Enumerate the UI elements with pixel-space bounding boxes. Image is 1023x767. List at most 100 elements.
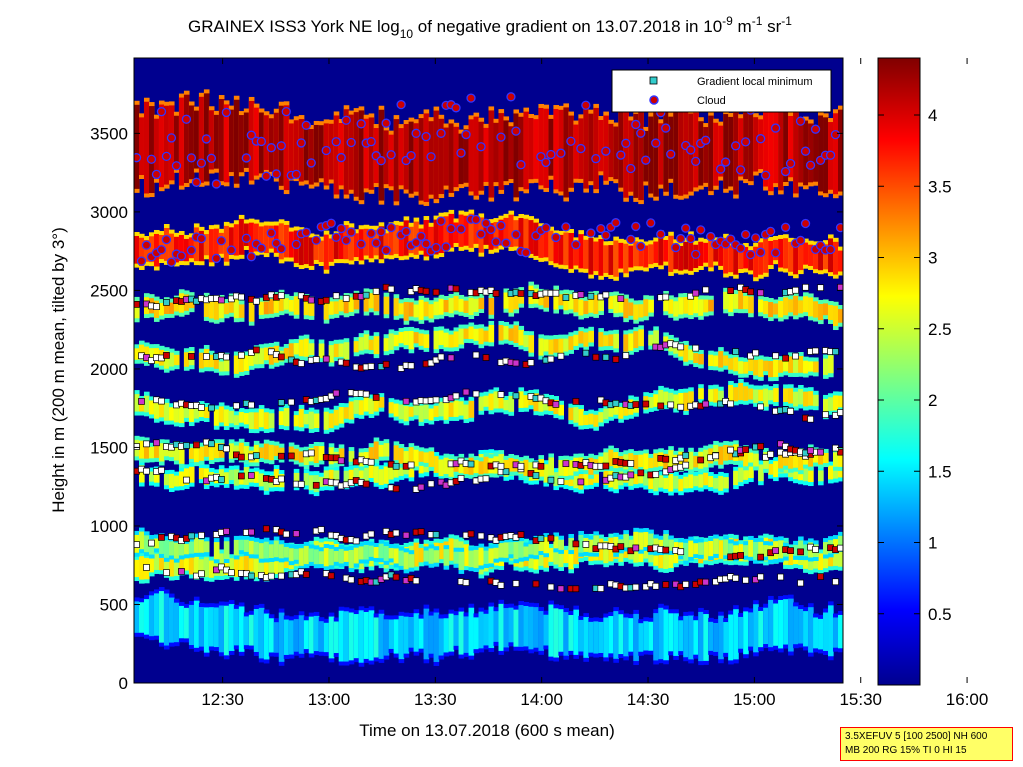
heat-cell xyxy=(238,412,245,423)
gradient-minimum-marker xyxy=(322,355,330,363)
heat-cell xyxy=(558,543,564,567)
gradient-minimum-marker xyxy=(472,390,480,398)
cloud-marker xyxy=(541,157,551,168)
heat-cell xyxy=(758,359,764,377)
heat-cell xyxy=(413,304,420,318)
cloud-marker xyxy=(291,239,301,250)
heat-cell xyxy=(343,550,350,562)
heat-cell xyxy=(163,402,170,421)
cloud-marker xyxy=(795,235,806,246)
colorbar-tick-label: 2 xyxy=(928,391,937,410)
cloud-marker xyxy=(406,150,416,161)
heat-cell xyxy=(598,456,604,468)
heat-cell xyxy=(134,236,140,264)
heat-cell xyxy=(753,246,759,278)
heat-cell xyxy=(333,470,340,483)
heat-cell xyxy=(448,123,455,193)
heat-cell xyxy=(613,333,619,349)
heat-cell xyxy=(668,543,674,568)
heat-cell xyxy=(748,388,754,400)
heat-cell xyxy=(303,232,310,265)
heat-cell xyxy=(173,602,180,643)
heat-cell xyxy=(313,413,320,429)
heat-cell xyxy=(338,407,345,424)
heat-cell xyxy=(243,616,250,646)
gradient-minimum-marker xyxy=(252,346,260,354)
heat-cell xyxy=(488,110,495,198)
heat-cell xyxy=(708,621,714,651)
cloud-marker xyxy=(701,135,711,145)
heat-cell xyxy=(513,609,520,647)
heat-cell xyxy=(178,556,185,572)
heat-cell xyxy=(718,540,724,559)
cloud-marker xyxy=(795,116,806,126)
gradient-minimum-marker xyxy=(302,571,310,578)
heat-cell xyxy=(403,552,410,570)
gradient-minimum-marker xyxy=(807,415,814,423)
heat-cell xyxy=(188,604,195,646)
heat-cell xyxy=(233,297,240,319)
heat-cell xyxy=(248,556,255,572)
cloud-marker xyxy=(716,164,726,174)
heat-cell xyxy=(443,127,450,186)
heat-cell xyxy=(423,301,430,317)
heat-cell xyxy=(243,112,250,168)
heat-cell xyxy=(368,610,375,661)
cloud-marker xyxy=(456,224,466,234)
gradient-minimum-marker xyxy=(163,299,170,306)
heat-cell xyxy=(298,231,305,266)
gradient-minimum-marker xyxy=(327,572,335,580)
heat-cell xyxy=(348,297,355,312)
heat-cell xyxy=(613,295,619,314)
cloud-marker xyxy=(571,240,581,250)
heat-cell xyxy=(398,615,405,660)
cloud-marker xyxy=(146,154,157,164)
heat-cell xyxy=(578,234,584,269)
heat-cell xyxy=(728,245,734,273)
heat-cell xyxy=(708,540,714,557)
heat-cell xyxy=(613,404,619,415)
heat-cell xyxy=(428,548,435,564)
gradient-minimum-marker xyxy=(277,399,285,406)
heat-cell xyxy=(258,447,265,458)
cloud-marker xyxy=(226,245,237,255)
heat-cell xyxy=(208,560,215,578)
heat-cell xyxy=(458,133,465,185)
heat-cell xyxy=(343,470,350,486)
heat-cell xyxy=(588,413,594,425)
heat-cell xyxy=(598,621,604,653)
gradient-minimum-marker xyxy=(627,471,635,479)
gradient-minimum-marker xyxy=(462,388,470,396)
heat-cell xyxy=(683,106,689,195)
heat-cell xyxy=(168,447,175,458)
heat-cell xyxy=(134,104,140,189)
heat-cell xyxy=(523,546,530,557)
heat-cell xyxy=(488,393,495,411)
heat-cell xyxy=(698,611,704,662)
heat-cell xyxy=(538,292,545,306)
heat-cell xyxy=(328,469,335,487)
gradient-minimum-marker xyxy=(372,288,380,295)
cloud-marker xyxy=(436,216,446,226)
heat-cell xyxy=(148,400,155,415)
heat-cell xyxy=(278,411,285,426)
heat-cell xyxy=(818,470,824,482)
colorbar-tick-label: 4 xyxy=(928,106,937,125)
heat-cell xyxy=(228,443,235,459)
heat-cell xyxy=(638,547,644,563)
cloud-marker xyxy=(216,236,227,246)
cloud-marker xyxy=(186,153,197,163)
heat-cell xyxy=(258,473,265,487)
heat-cell xyxy=(758,242,764,275)
cloud-marker xyxy=(770,248,781,258)
heat-cell xyxy=(343,407,350,419)
heat-cell xyxy=(568,460,574,476)
heat-cell xyxy=(168,541,175,556)
heat-cell xyxy=(603,617,609,658)
cloud-marker xyxy=(356,119,366,129)
heat-cell xyxy=(318,240,325,262)
x-tick-label: 13:00 xyxy=(308,690,351,709)
cloud-marker xyxy=(546,149,556,160)
heat-cell xyxy=(468,213,475,248)
gradient-minimum-marker xyxy=(562,294,570,301)
